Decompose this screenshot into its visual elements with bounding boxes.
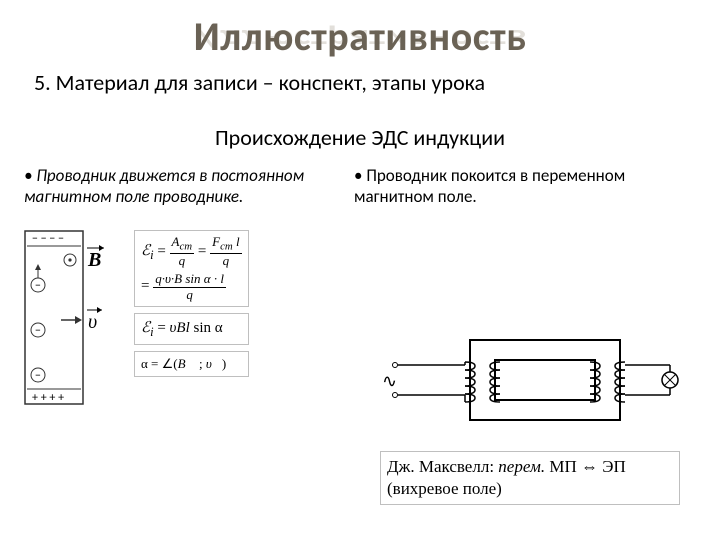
section-heading: Происхождение ЭДС индукции xyxy=(0,124,720,151)
right-diagram-block: ∿ Дж. Максвелл: перем. МП ⇔ ЭП (вихревое… xyxy=(380,330,720,505)
svg-text:+ + + +: + + + + xyxy=(32,391,64,405)
left-column: • Проводник движется в постоянном магнит… xyxy=(24,165,324,208)
svg-text:∿: ∿ xyxy=(382,371,397,391)
subtitle: 5. Материал для записи – конспект, этапы… xyxy=(0,61,720,96)
maxwell-author: Дж. Максвелл: xyxy=(387,457,494,476)
maxwell-line2: (вихревое поле) xyxy=(387,479,502,498)
svg-text:−: − xyxy=(35,279,41,293)
maxwell-italic: перем. xyxy=(498,457,545,476)
svg-text:υ: υ xyxy=(88,311,97,333)
bullet-columns: • Проводник движется в постоянном магнит… xyxy=(0,151,720,208)
formula-emf-derivation: ℰi = Aстq = Fст lq = q·υ·B sin α · lq xyxy=(134,230,249,307)
svg-text:−: − xyxy=(35,369,41,383)
svg-text:− − − −: − − − − xyxy=(32,232,64,246)
page-title: Иллюстративность Иллюстративность xyxy=(0,0,720,61)
formula-angle: α = ∠(B⃗ ; υ⃗) xyxy=(134,351,249,377)
svg-text:B: B xyxy=(87,249,101,271)
maxwell-caption: Дж. Максвелл: перем. МП ⇔ ЭП (вихревое п… xyxy=(380,451,680,505)
formula-stack: ℰi = Aстq = Fст lq = q·υ·B sin α · lq ℰi… xyxy=(134,230,249,377)
title-text: Иллюстративность xyxy=(194,12,527,61)
right-column: • Проводник покоится в переменном магнит… xyxy=(354,165,696,208)
transformer-diagram: ∿ xyxy=(380,330,690,440)
svg-text:−: − xyxy=(35,324,41,338)
maxwell-rest: МП ⇔ ЭП xyxy=(545,457,626,476)
formula-emf-result: ℰi = υBl sin α xyxy=(134,313,249,345)
left-bullet: • Проводник движется в постоянном магнит… xyxy=(24,165,324,208)
conductor-diagram: − − − − + + + + B − − − υ xyxy=(24,230,116,405)
right-bullet: • Проводник покоится в переменном магнит… xyxy=(354,165,696,208)
